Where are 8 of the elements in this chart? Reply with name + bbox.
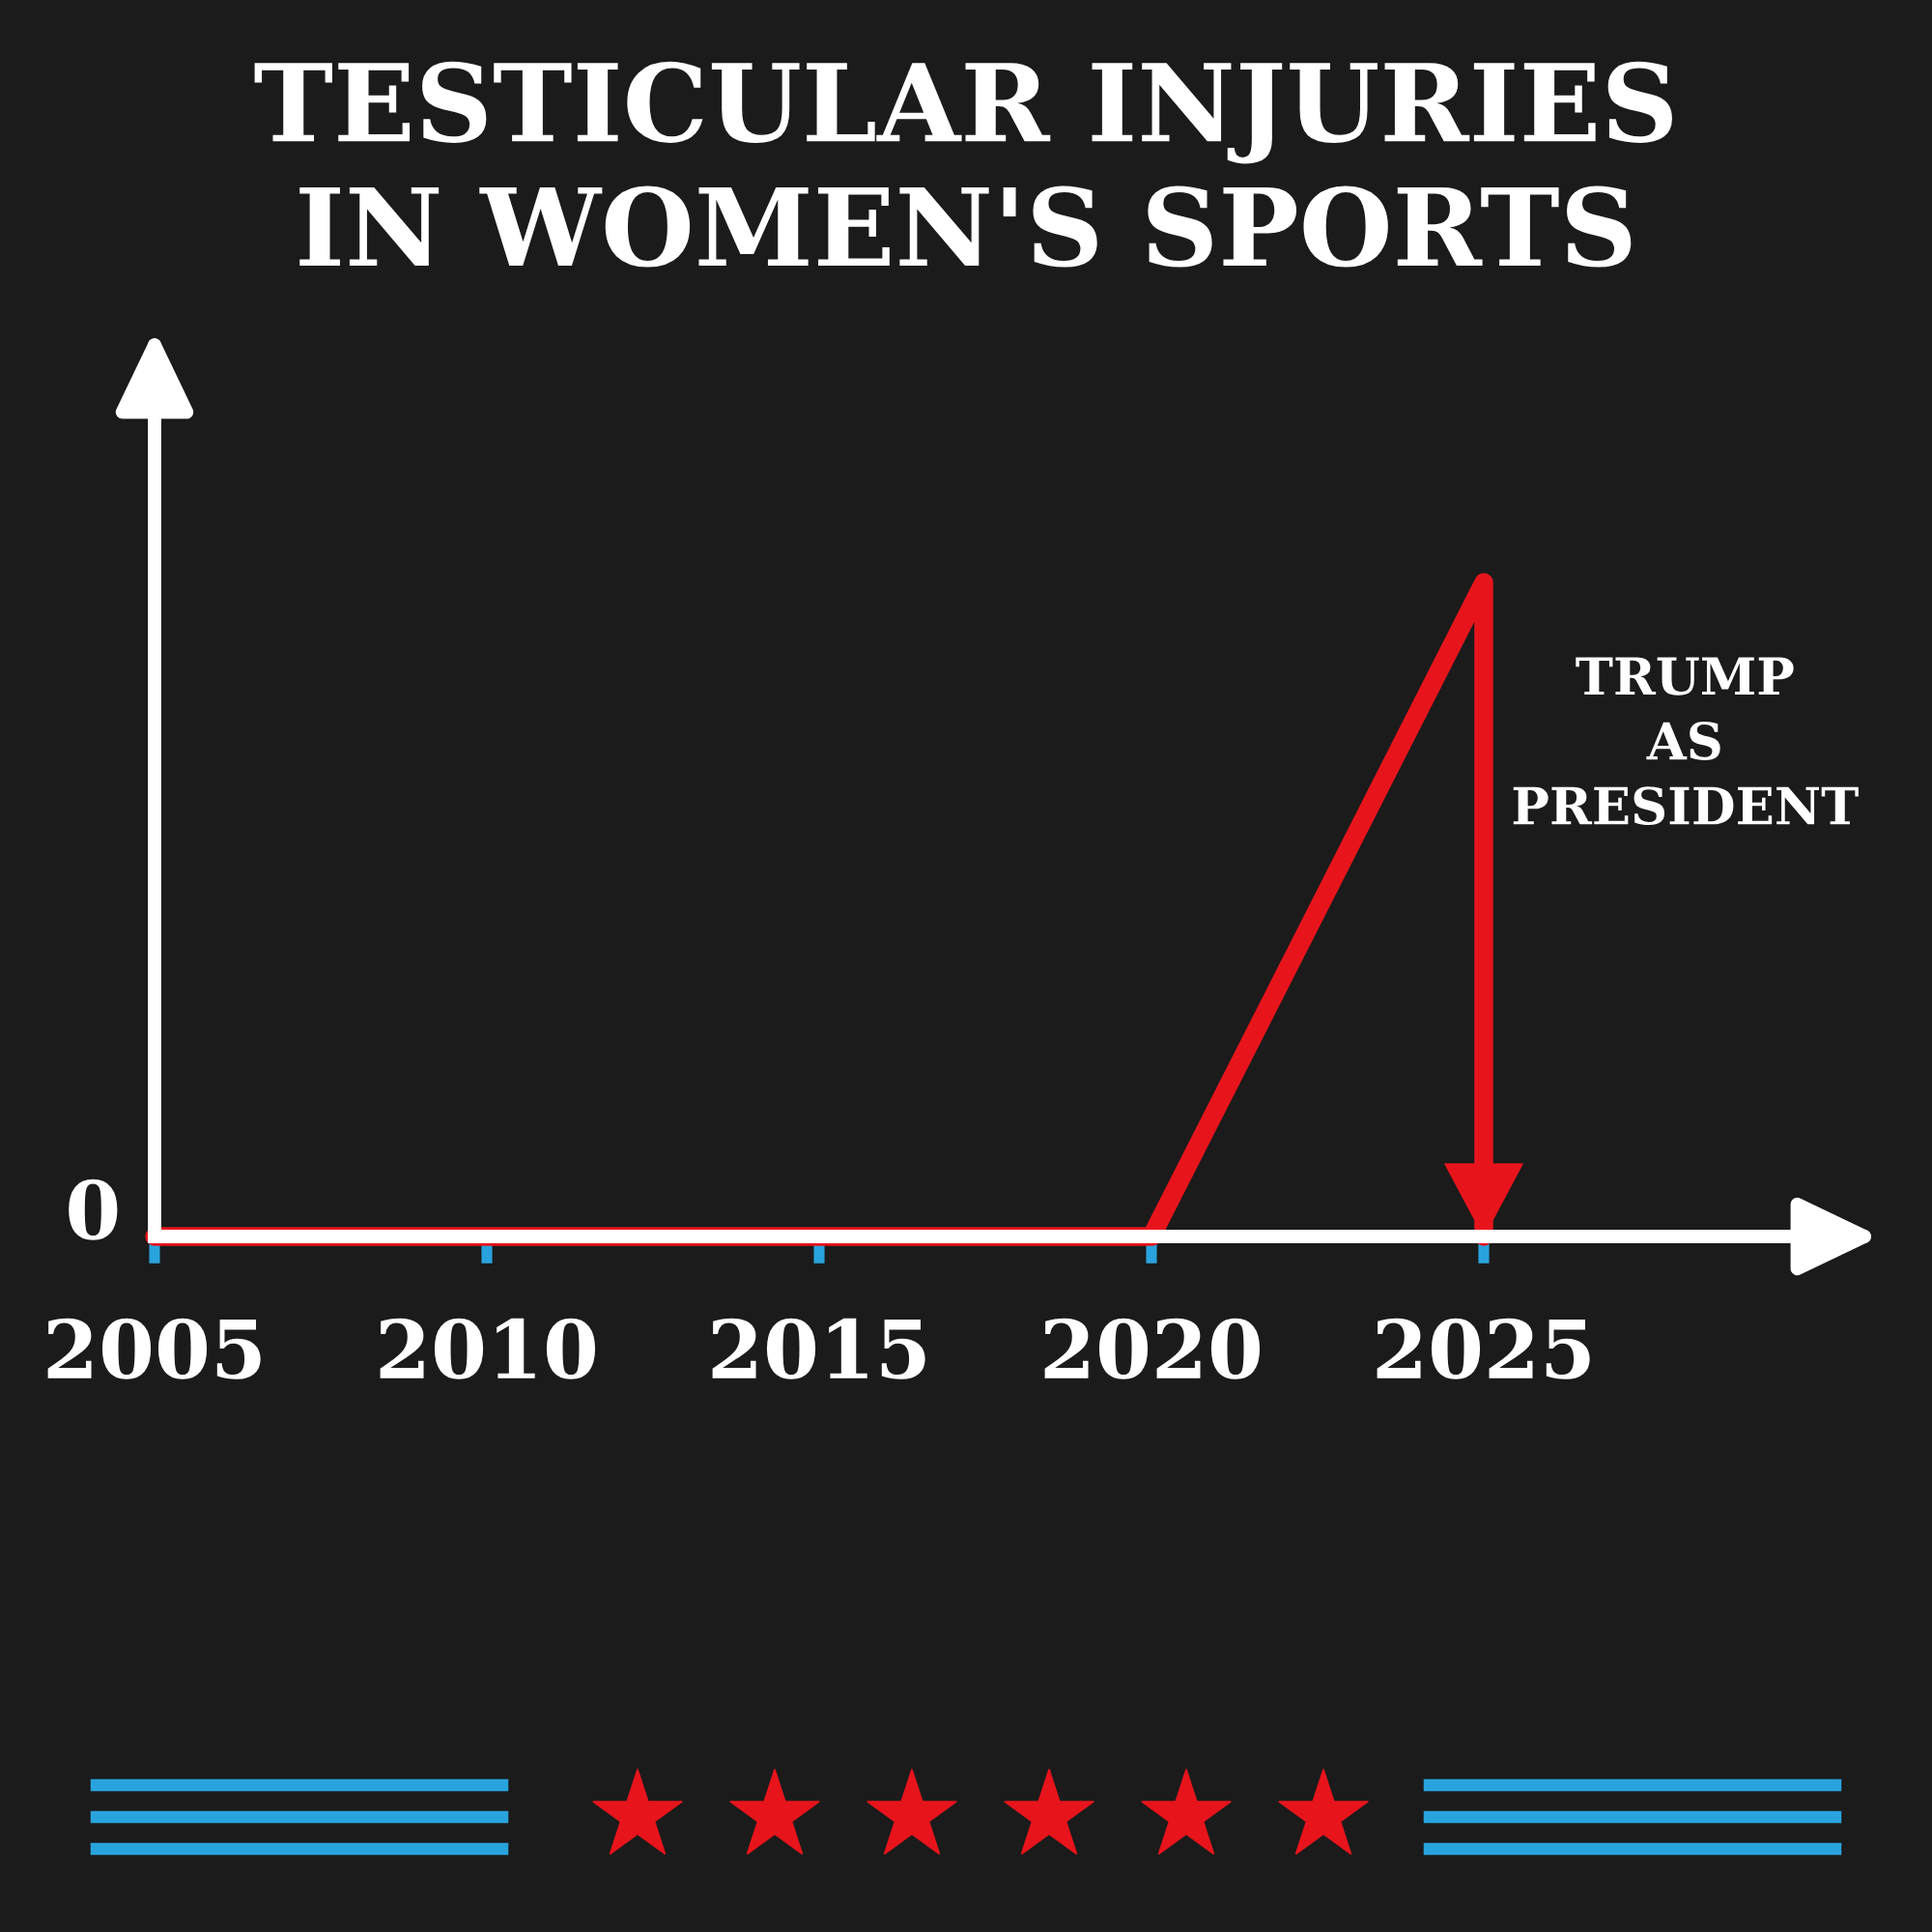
chart-title: TESTICULAR INJURIES IN WOMEN'S SPORTS — [254, 61, 1672, 268]
x-tick-label: 2005 — [47, 1318, 261, 1379]
x-tick-label: 2020 — [1044, 1318, 1261, 1379]
x-tick-label: 2010 — [380, 1318, 596, 1379]
text: 0 — [69, 1179, 118, 1240]
x-tick-label: 2025 — [1377, 1318, 1590, 1379]
annotation: TRUMP AS PRESIDENT — [1513, 657, 1859, 826]
x-tick-label: 2015 — [712, 1318, 925, 1379]
